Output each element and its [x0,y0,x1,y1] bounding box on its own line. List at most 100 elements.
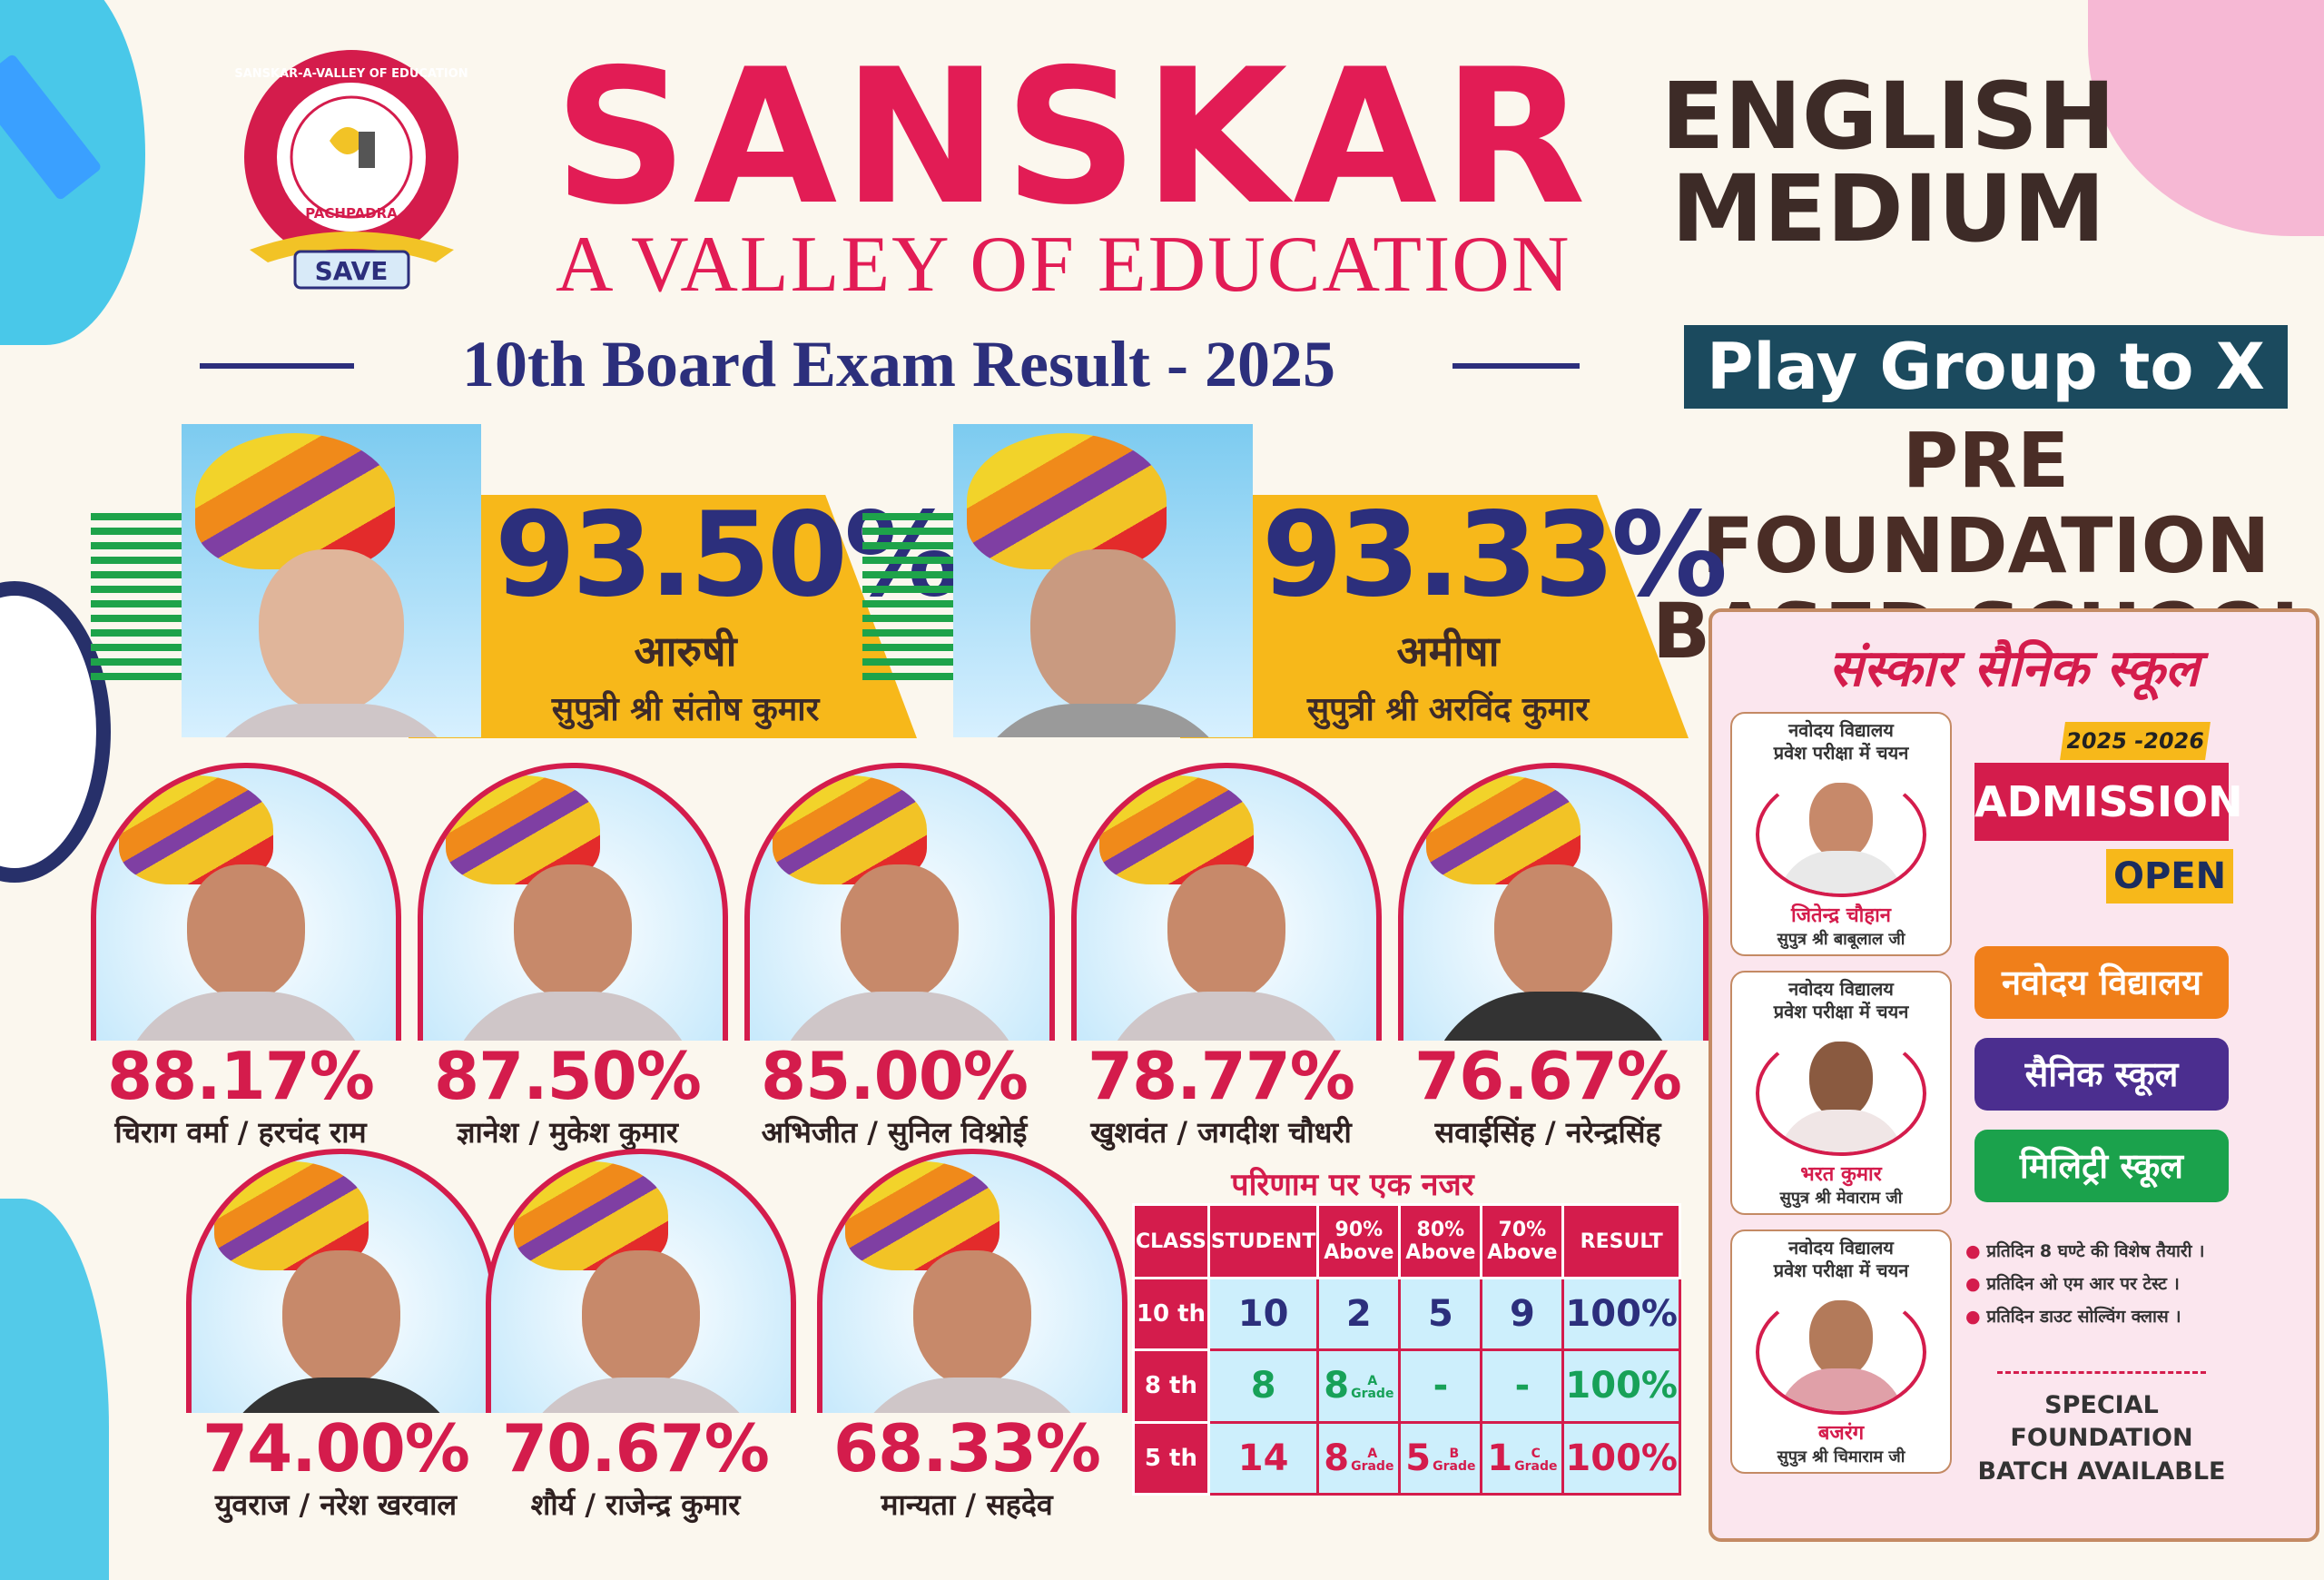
medium-line-2: MEDIUM [1670,155,2106,263]
playgroup-banner: Play Group to X [1684,325,2288,409]
row-90-value: 8 [1324,1365,1350,1407]
admission-year: 2025 -2026 [2060,722,2211,760]
selection-line-1: नवोदय विद्यालय [1788,719,1894,741]
grade-letter: B [1449,1446,1460,1461]
selection-heading: नवोदय विद्यालय प्रवेश परीक्षा में चयन [1732,719,1950,765]
selection-heading: नवोदय विद्यालय प्रवेश परीक्षा में चयन [1732,1237,1950,1282]
student-photo [744,763,1055,1041]
list-item: प्रतिदिन 8 घण्टे की विशेष तैयारी । [1965,1235,2310,1268]
selected-name: जितेन्द्र चौहान [1791,904,1891,927]
row-student: 10 [1206,1276,1320,1352]
pill-navodaya: नवोदय विद्यालय [1974,946,2229,1019]
student-photo [817,1149,1128,1413]
row-class: 10 th [1132,1276,1210,1352]
student-name: खुशवंत / जगदीश चौधरी [1090,1115,1352,1150]
row-80: 5 B Grade [1398,1420,1483,1496]
student-card: 76.67% सवाईसिंह / नरेन्द्रसिंह [1398,763,1709,1151]
summary-table: CLASS STUDENT 90% Above 80% Above 70% Ab… [1132,1203,1681,1496]
school-name: SANSKAR [554,30,1591,246]
row-80-value: 5 [1405,1437,1432,1479]
selection-line-2: प्रवेश परीक्षा में चयन [1773,1001,1909,1022]
selected-student-card: नवोदय विद्यालय प्रवेश परीक्षा में चयन बज… [1730,1229,1952,1474]
table-row: 10 th 10 2 5 9 100% [1132,1276,1681,1352]
student-photo [1071,763,1382,1041]
col-80-above: 80% Above [1398,1203,1483,1279]
student-card: 70.67% शौर्य / राजेन्द्र कुमार [486,1149,796,1524]
student-card: 74.00% युवराज / नरेश खरवाल [186,1149,497,1524]
row-80: 5 [1398,1276,1483,1352]
table-row: 8 th 8 8 A Grade - - 100% [1132,1348,1681,1424]
topper-name: अमीषा [1396,627,1500,676]
row-result: 100% [1561,1420,1681,1496]
topper-percent: 93.33% [1262,488,1728,623]
admission-open: OPEN [2106,849,2233,904]
logo-place-text: PACHPADRA [305,205,398,222]
student-photo [1756,1289,1926,1415]
row-80: - [1398,1348,1483,1424]
selected-student-card: नवोदय विद्यालय प्रवेश परीक्षा में चयन भर… [1730,971,1952,1215]
pill-sainik: सैनिक स्कूल [1974,1038,2229,1111]
col-70-above: 70% Above [1480,1203,1565,1279]
selection-line-2: प्रवेश परीक्षा में चयन [1773,742,1909,764]
table-header-row: CLASS STUDENT 90% Above 80% Above 70% Ab… [1132,1203,1681,1279]
selected-parent: सुपुत्र श्री चिमाराम जी [1777,1447,1905,1466]
col-90-above: 90% Above [1316,1203,1402,1279]
grade-label: A Grade [1351,1375,1393,1400]
student-name: शौर्य / राजेन्द्र कुमार [530,1487,741,1523]
student-photo [186,1149,497,1413]
student-percent: 70.67% [502,1410,770,1486]
student-percent: 68.33% [833,1410,1101,1486]
selected-student-card: नवोदय विद्यालय प्रवेश परीक्षा में चयन जि… [1730,712,1952,956]
student-photo [486,1149,796,1413]
benefits-list: प्रतिदिन 8 घण्टे की विशेष तैयारी । प्रति… [1965,1235,2310,1333]
grade-letter: A [1367,1446,1378,1461]
row-student: 8 [1206,1348,1320,1424]
student-percent: 76.67% [1414,1038,1682,1114]
grade-label: B Grade [1433,1447,1475,1473]
student-card: 78.77% खुशवंत / जगदीश चौधरी [1071,763,1382,1151]
student-photo [91,763,401,1041]
row-70: 9 [1480,1276,1565,1352]
school-logo: SAVE PACHPADRA SANSKAR-A-VALLEY OF EDUCA… [234,50,468,290]
row-70-value: 1 [1487,1437,1513,1479]
topper-band [409,495,917,738]
selected-parent: सुपुत्र श्री मेवाराम जी [1779,1189,1903,1208]
medium-line-1: ENGLISH [1660,63,2116,171]
selection-line-2: प्रवेश परीक्षा में चयन [1773,1259,1909,1281]
list-item: प्रतिदिन ओ एम आर पर टेस्ट । [1965,1268,2310,1300]
pill-military: मिलिट्री स्कूल [1974,1130,2229,1202]
student-photo [1756,772,1926,897]
admission-banner: ADMISSION [1974,763,2243,841]
school-tagline: A VALLEY OF EDUCATION [556,221,1571,309]
grade-letter: C [1531,1446,1541,1461]
grade-letter: A [1367,1374,1378,1389]
selection-heading: नवोदय विद्यालय प्रवेश परीक्षा में चयन [1732,978,1950,1023]
row-90-value: 8 [1324,1437,1350,1479]
student-card: 88.17% चिराग वर्मा / हरचंद राम [91,763,401,1151]
student-card: 68.33% मान्यता / सहदेव [817,1149,1128,1524]
student-name: मान्यता / सहदेव [881,1487,1053,1523]
topper-name: आरुषी [634,627,737,676]
title-rule-left [200,363,354,369]
row-result: 100% [1561,1276,1681,1352]
row-90: 8 A Grade [1316,1348,1402,1424]
table-row: 5 th 14 8 A Grade 5 B Grade 1 C Grade 100% [1132,1420,1681,1496]
student-percent: 88.17% [107,1038,375,1114]
student-photo [418,763,728,1041]
row-70: 1 C Grade [1480,1420,1565,1496]
row-90: 2 [1316,1276,1402,1352]
special-line-1: SPECIAL FOUNDATION [2010,1391,2193,1453]
special-line-2: BATCH AVAILABLE [1977,1457,2226,1486]
selected-name: बजरंग [1817,1422,1865,1445]
col-class: CLASS [1132,1203,1210,1279]
grade-label: C Grade [1514,1447,1557,1473]
student-percent: 85.00% [761,1038,1029,1114]
logo-ring-text: SANSKAR-A-VALLEY OF EDUCATION [234,67,468,81]
grade-label: A Grade [1351,1447,1393,1473]
student-name: चिराग वर्मा / हरचंद राम [114,1115,367,1150]
topper-band [1180,495,1689,738]
grade-word: Grade [1514,1458,1558,1474]
student-percent: 78.77% [1088,1038,1355,1114]
topper-photo [182,424,481,737]
selection-line-1: नवोदय विद्यालय [1788,1237,1894,1259]
